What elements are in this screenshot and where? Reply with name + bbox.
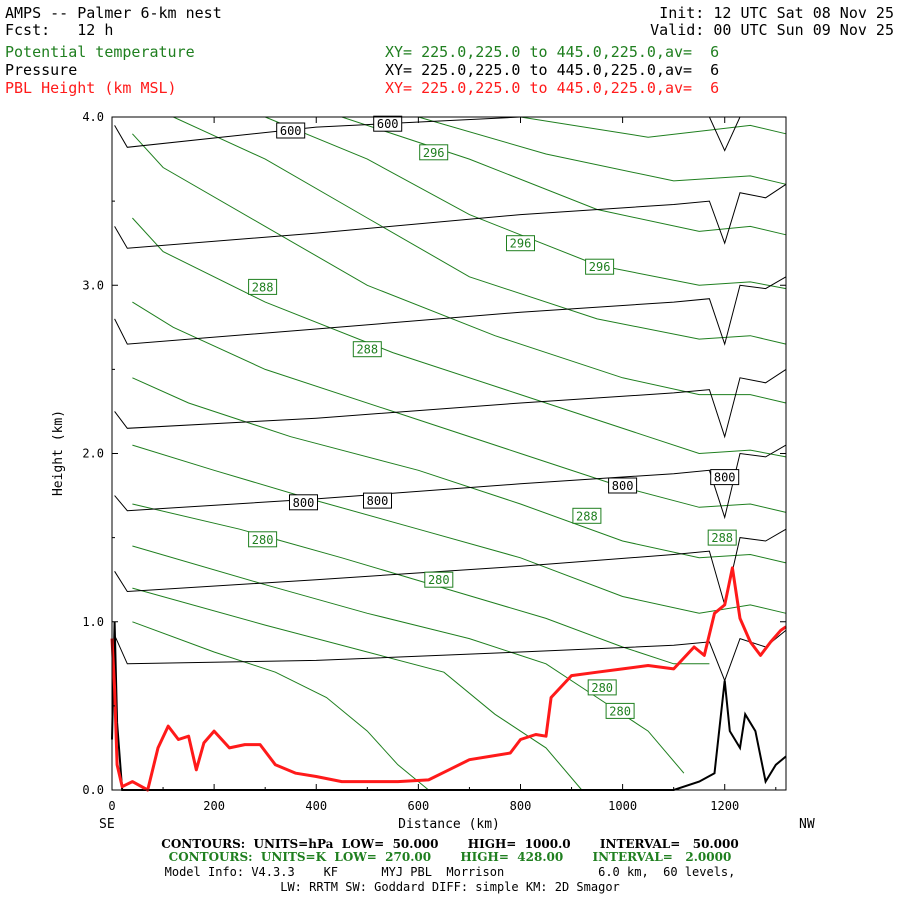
pressure-isobar-6 (114, 116, 786, 152)
theta-contour-label-box (572, 507, 602, 524)
field-label-theta: Potential temperature (5, 43, 195, 61)
footer-physics: LW: RRTM SW: Goddard DIFF: simple KM: 2D… (280, 880, 620, 894)
init-time: Init: 12 UTC Sat 08 Nov 25 (659, 4, 894, 22)
field-xy-pbl: XY= 225.0,225.0 to 445.0,225.0,av= 6 (385, 79, 720, 97)
field-label-pbl: PBL Height (km MSL) (5, 79, 177, 97)
pressure-contour-label: 800 (293, 496, 315, 510)
y-tick-label: 3.0 (82, 278, 104, 292)
x-tick-label: 800 (510, 799, 532, 813)
theta-contour-label-box (585, 258, 615, 275)
x-tick-label: 1200 (710, 799, 739, 813)
pressure-contour-label-box (289, 494, 318, 511)
theta-contour-label: 288 (711, 531, 733, 545)
plot-frame (111, 116, 787, 791)
theta-isentrope-9 (173, 116, 787, 345)
pressure-contour-label: 800 (612, 479, 634, 493)
theta-contour-label-box (587, 679, 617, 696)
pressure-contour-label: 800 (367, 494, 389, 508)
theta-isentrope-5 (132, 377, 787, 564)
y-tick-label: 4.0 (82, 110, 104, 124)
pressure-contour-label-box (710, 469, 740, 486)
theta-isentrope-13 (520, 116, 787, 138)
footer-model-info: Model Info: V4.3.3 KF MYJ PBL Morrison 6… (164, 865, 736, 879)
x-tick-label: 600 (408, 799, 430, 813)
theta-contour-label: 280 (591, 681, 613, 695)
chart-title: AMPS -- Palmer 6-km nest (5, 4, 222, 22)
theta-contour-label-box (352, 341, 382, 358)
theta-isentrope-4 (132, 444, 787, 614)
field-xy-theta: XY= 225.0,225.0 to 445.0,225.0,av= 6 (385, 43, 720, 61)
theta-contour-label: 288 (356, 343, 378, 357)
y-tick-label: 0.0 (82, 783, 104, 797)
pressure-contour-label: 600 (280, 124, 302, 138)
pressure-isobar-4 (114, 276, 787, 346)
y-tick-label: 2.0 (82, 447, 104, 461)
theta-contour-label: 280 (609, 704, 631, 718)
pressure-contour-label-box (276, 122, 306, 139)
theta-contour-label-box (419, 144, 449, 161)
theta-isentrope-7 (132, 217, 787, 458)
theta-contour-label-box (605, 702, 635, 719)
pressure-isobar-3 (114, 368, 787, 439)
x-tick-label: 0 (108, 799, 115, 813)
forecast-hour: Fcst: 12 h (5, 21, 114, 39)
theta-contour-label: 280 (428, 573, 450, 587)
theta-contour-label-box (707, 529, 737, 546)
y-tick-label: 1.0 (82, 615, 104, 629)
theta-isentrope-0 (132, 621, 429, 791)
theta-contour-label-box (506, 235, 535, 252)
pressure-contour-label-box (373, 115, 403, 132)
theta-isentrope-6 (132, 301, 787, 513)
theta-contour-label-box (248, 531, 278, 548)
theta-isentrope-2 (132, 545, 685, 774)
x-axis-nw-label: NW (799, 817, 815, 832)
theta-contour-label: 288 (576, 509, 598, 523)
theta-isentrope-10 (265, 116, 787, 290)
pressure-contour-label: 800 (714, 471, 736, 485)
field-xy-pressure: XY= 225.0,225.0 to 445.0,225.0,av= 6 (385, 61, 720, 79)
theta-contour-label-box (248, 278, 278, 295)
theta-contour-label: 296 (589, 260, 611, 274)
theta-isentrope-8 (132, 133, 787, 404)
pressure-contour-label-box (608, 477, 638, 494)
theta-contour-label: 280 (252, 533, 274, 547)
valid-time: Valid: 00 UTC Sun 09 Nov 25 (650, 21, 894, 39)
pressure-contour-label-box (363, 492, 392, 509)
theta-isentrope-1 (132, 587, 583, 791)
pressure-isobar-1 (114, 528, 787, 606)
theta-contour-label: 296 (423, 146, 445, 160)
theta-isentrope-12 (418, 116, 787, 185)
theta-contour-label: 288 (252, 280, 274, 294)
y-axis-label: Height (km) (51, 410, 66, 496)
theta-isentrope-11 (341, 116, 787, 236)
terrain-line (111, 621, 787, 791)
x-tick-label: 400 (305, 799, 327, 813)
x-tick-label: 200 (203, 799, 225, 813)
x-axis-se-label: SE (99, 817, 115, 832)
pressure-isobar-2 (114, 444, 787, 520)
pbl-height-line (110, 566, 787, 792)
theta-isentrope-3 (132, 503, 710, 665)
theta-contour-label-box (424, 571, 454, 588)
pressure-isobar-5 (114, 183, 787, 249)
footer-contours-pressure: CONTOURS: UNITS=hPa LOW= 50.000 HIGH= 10… (161, 837, 739, 851)
theta-contour-label: 296 (510, 237, 532, 251)
x-axis-label: Distance (km) (398, 817, 500, 832)
x-tick-label: 1000 (608, 799, 637, 813)
pressure-contour-label: 600 (377, 117, 399, 131)
footer-contours-theta: CONTOURS: UNITS=K LOW= 270.00 HIGH= 428.… (168, 850, 732, 864)
field-label-pressure: Pressure (5, 61, 78, 79)
